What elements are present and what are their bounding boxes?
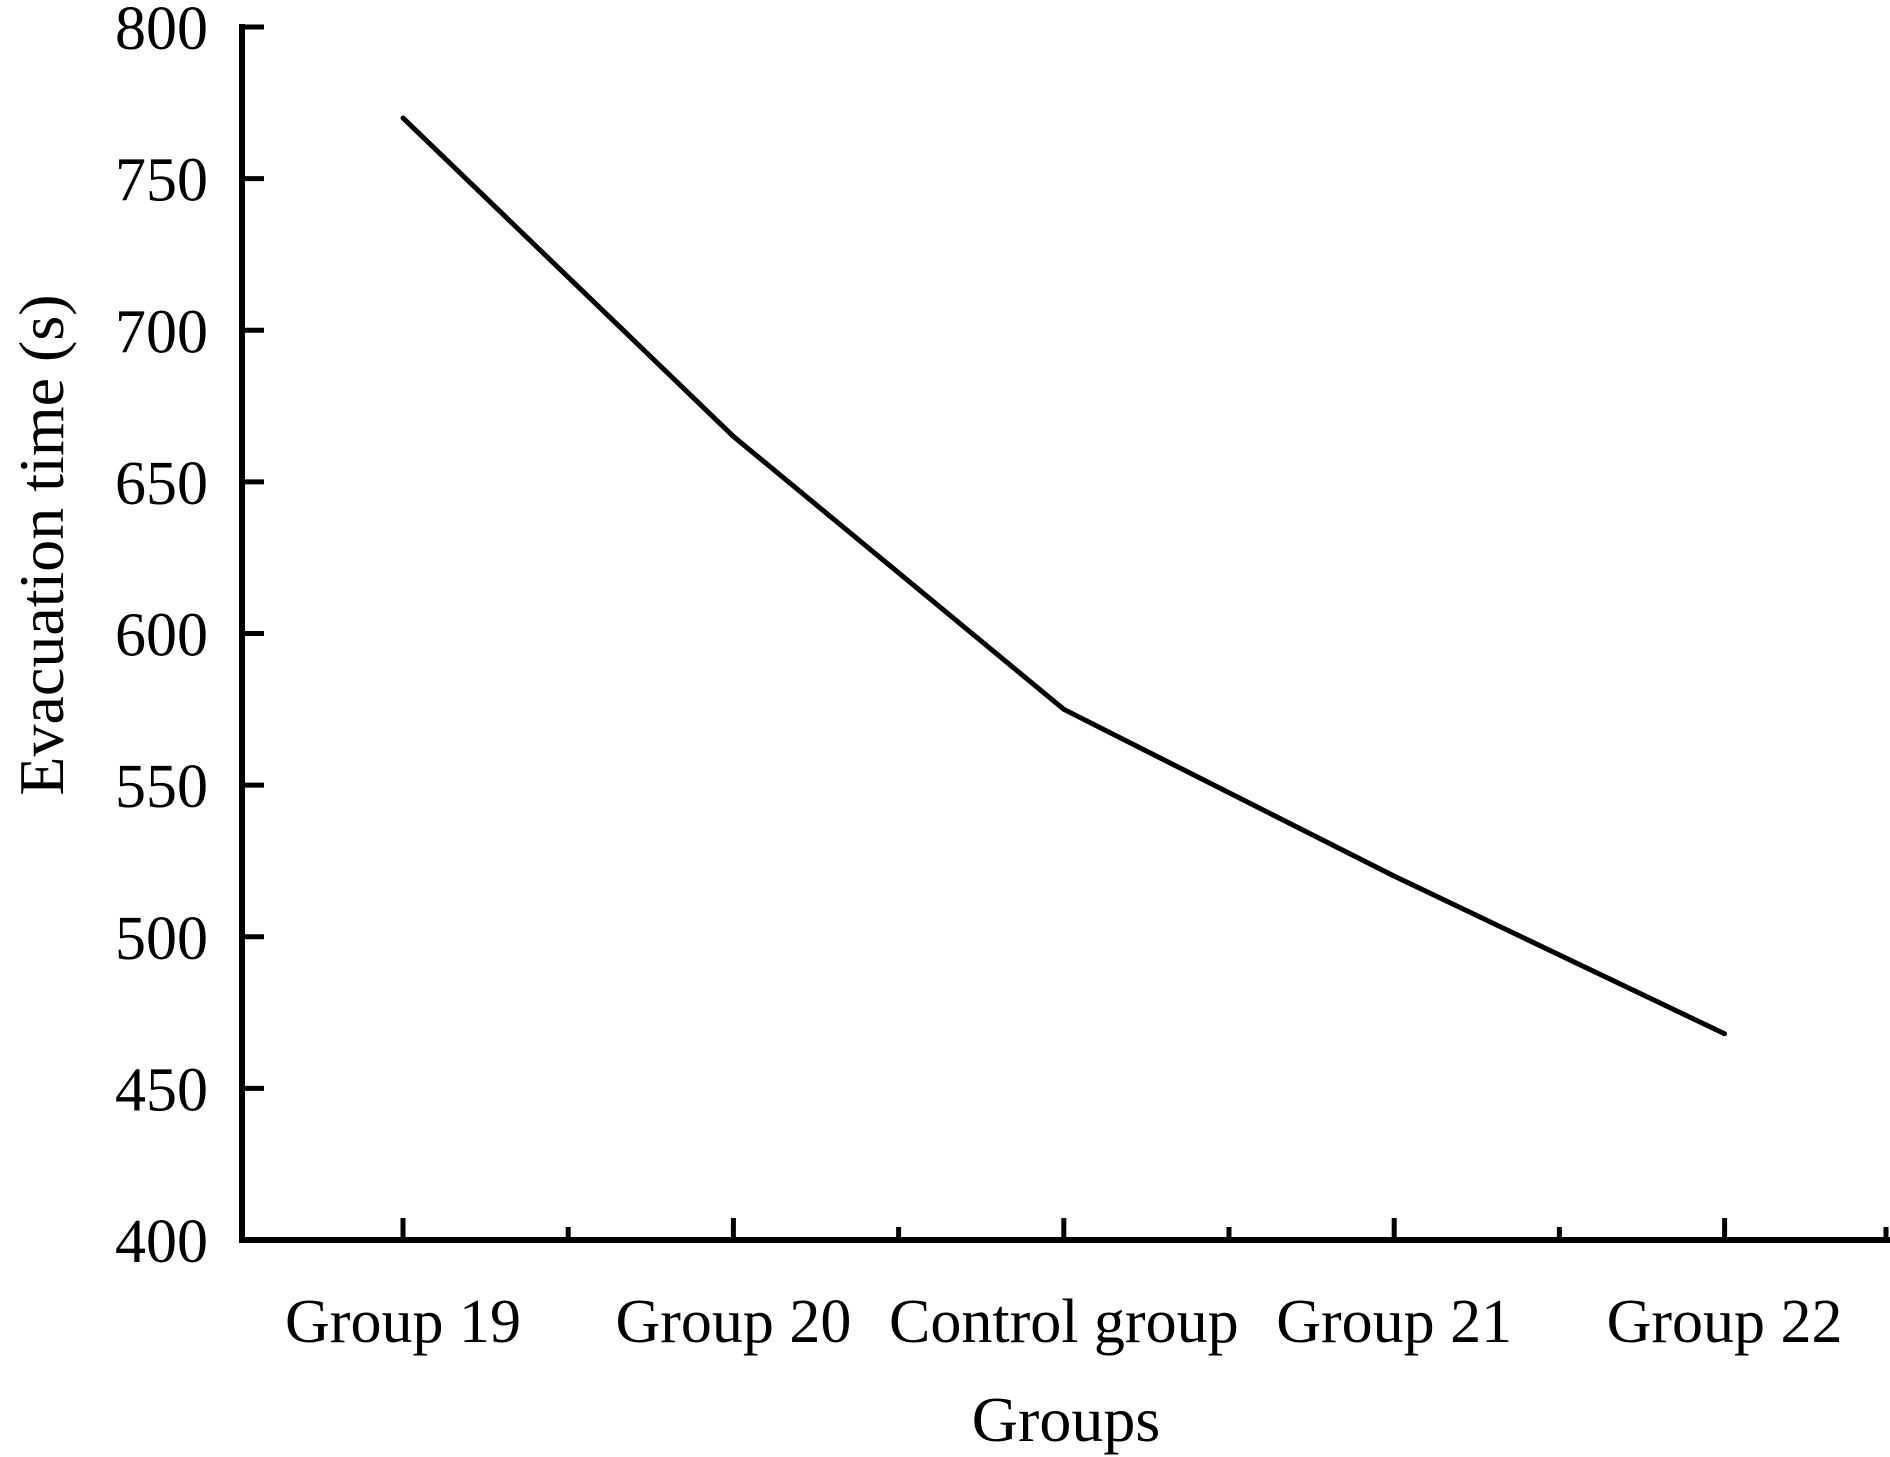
x-category-label: Control group	[889, 1288, 1239, 1356]
y-tick-label: 650	[115, 450, 208, 518]
y-tick-label: 500	[115, 905, 208, 973]
y-tick-label: 550	[115, 753, 208, 821]
y-tick-label: 800	[115, 0, 208, 63]
y-tick-label: 450	[115, 1056, 208, 1124]
y-axis-title: Evacuation time (s)	[6, 294, 77, 796]
data-line-evacuation-time	[400, 115, 1728, 1037]
x-category-label: Group 19	[285, 1288, 521, 1356]
x-category-label: Group 21	[1276, 1288, 1512, 1356]
y-tick-label: 700	[115, 298, 208, 366]
y-tick-label: 400	[115, 1208, 208, 1276]
x-axis-title: Groups	[971, 1384, 1161, 1455]
x-category-label: Group 22	[1607, 1288, 1843, 1356]
y-tick-label: 600	[115, 602, 208, 670]
x-category-label: Group 20	[615, 1288, 851, 1356]
y-tick-label: 750	[115, 147, 208, 215]
